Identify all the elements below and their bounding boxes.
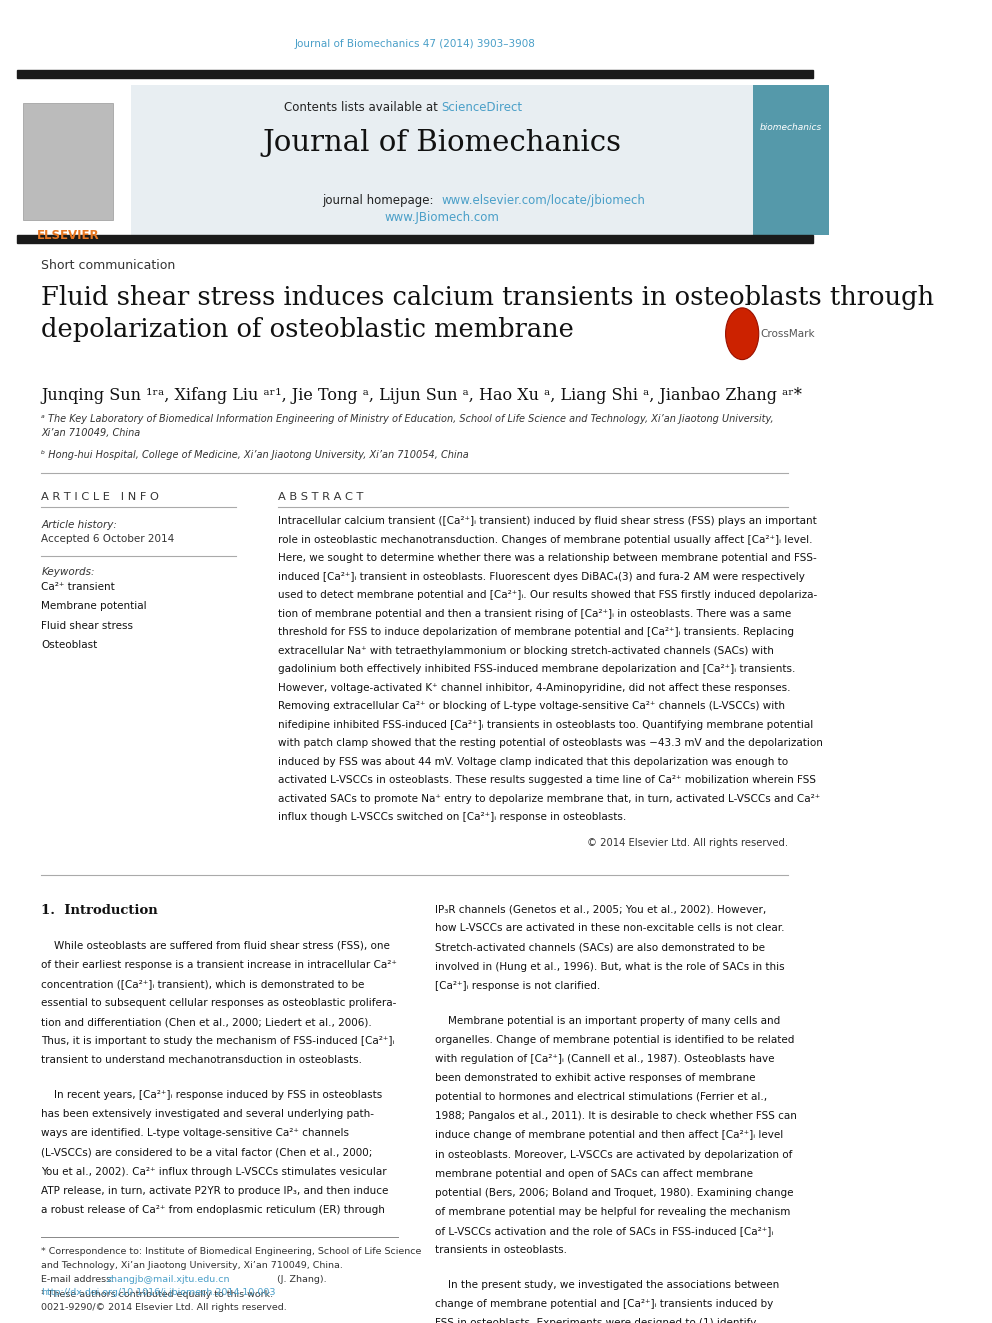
Text: E-mail address:: E-mail address:: [42, 1275, 118, 1285]
Text: has been extensively investigated and several underlying path-: has been extensively investigated and se…: [42, 1109, 374, 1119]
Text: http://dx.doi.org/10.1016/j.jbiomech.2014.10.003: http://dx.doi.org/10.1016/j.jbiomech.201…: [42, 1287, 276, 1297]
Text: with patch clamp showed that the resting potential of osteoblasts was −43.3 mV a: with patch clamp showed that the resting…: [278, 738, 822, 747]
Text: Ca²⁺ transient: Ca²⁺ transient: [42, 582, 115, 593]
Text: potential to hormones and electrical stimulations (Ferrier et al.,: potential to hormones and electrical sti…: [435, 1093, 768, 1102]
Text: of their earliest response is a transient increase in intracellular Ca²⁺: of their earliest response is a transien…: [42, 959, 398, 970]
Text: www.JBiomech.com: www.JBiomech.com: [385, 210, 499, 224]
Text: organelles. Change of membrane potential is identified to be related: organelles. Change of membrane potential…: [435, 1035, 795, 1045]
Text: Membrane potential: Membrane potential: [42, 602, 147, 611]
Text: A B S T R A C T: A B S T R A C T: [278, 492, 363, 501]
Text: A R T I C L E   I N F O: A R T I C L E I N F O: [42, 492, 160, 501]
Text: Article history:: Article history:: [42, 520, 117, 531]
Text: change of membrane potential and [Ca²⁺]ᵢ transients induced by: change of membrane potential and [Ca²⁺]ᵢ…: [435, 1299, 774, 1308]
Bar: [17, 70, 812, 78]
Text: Keywords:: Keywords:: [42, 566, 95, 577]
Text: While osteoblasts are suffered from fluid shear stress (FSS), one: While osteoblasts are suffered from flui…: [42, 941, 390, 950]
Text: essential to subsequent cellular responses as osteoblastic prolifera-: essential to subsequent cellular respons…: [42, 998, 397, 1008]
Text: biomechanics: biomechanics: [760, 123, 822, 132]
Text: tion of membrane potential and then a transient rising of [Ca²⁺]ᵢ in osteoblasts: tion of membrane potential and then a tr…: [278, 609, 791, 619]
Text: [Ca²⁺]ᵢ response is not clarified.: [Ca²⁺]ᵢ response is not clarified.: [435, 980, 600, 991]
Text: Fluid shear stress: Fluid shear stress: [42, 620, 134, 631]
Text: potential (Bers, 2006; Boland and Troquet, 1980). Examining change: potential (Bers, 2006; Boland and Troque…: [435, 1188, 794, 1197]
Text: induced by FSS was about 44 mV. Voltage clamp indicated that this depolarization: induced by FSS was about 44 mV. Voltage …: [278, 757, 788, 766]
Text: and Technology, Xi’an Jiaotong University, Xi’an 710049, China.: and Technology, Xi’an Jiaotong Universit…: [42, 1261, 343, 1270]
Text: role in osteoblastic mechanotransduction. Changes of membrane potential usually : role in osteoblastic mechanotransduction…: [278, 534, 812, 545]
Text: Journal of Biomechanics 47 (2014) 3903–3908: Journal of Biomechanics 47 (2014) 3903–3…: [295, 38, 535, 49]
Text: extracellular Na⁺ with tetraethylammonium or blocking stretch-activated channels: extracellular Na⁺ with tetraethylammoniu…: [278, 646, 774, 656]
Text: (L-VSCCs) are considered to be a vital factor (Chen et al., 2000;: (L-VSCCs) are considered to be a vital f…: [42, 1147, 373, 1158]
Text: ᵃ The Key Laboratory of Biomedical Information Engineering of Ministry of Educat: ᵃ The Key Laboratory of Biomedical Infor…: [42, 414, 774, 438]
Text: influx though L-VSCCs switched on [Ca²⁺]ᵢ response in osteoblasts.: influx though L-VSCCs switched on [Ca²⁺]…: [278, 812, 626, 822]
Text: been demonstrated to exhibit active responses of membrane: been demonstrated to exhibit active resp…: [435, 1073, 756, 1084]
Text: used to detect membrane potential and [Ca²⁺]ᵢ. Our results showed that FSS first: used to detect membrane potential and [C…: [278, 590, 817, 601]
Text: ¹ These authors contributed equally to this work.: ¹ These authors contributed equally to t…: [42, 1290, 274, 1299]
Text: Journal of Biomechanics: Journal of Biomechanics: [263, 130, 621, 157]
Text: Stretch-activated channels (SACs) are also demonstrated to be: Stretch-activated channels (SACs) are al…: [435, 942, 766, 953]
Text: activated SACs to promote Na⁺ entry to depolarize membrane that, in turn, activa: activated SACs to promote Na⁺ entry to d…: [278, 794, 820, 803]
Text: CrossMark: CrossMark: [761, 328, 815, 339]
Text: how L-VSCCs are activated in these non-excitable cells is not clear.: how L-VSCCs are activated in these non-e…: [435, 923, 785, 934]
Text: ATP release, in turn, activate P2YR to produce IP₃, and then induce: ATP release, in turn, activate P2YR to p…: [42, 1185, 389, 1196]
Text: In recent years, [Ca²⁺]ᵢ response induced by FSS in osteoblasts: In recent years, [Ca²⁺]ᵢ response induce…: [42, 1090, 383, 1099]
Text: (J. Zhang).: (J. Zhang).: [274, 1275, 326, 1285]
Text: zhangjb@mail.xjtu.edu.cn: zhangjb@mail.xjtu.edu.cn: [106, 1275, 229, 1285]
Text: Contents lists available at: Contents lists available at: [284, 101, 441, 114]
Text: induced [Ca²⁺]ᵢ transient in osteoblasts. Fluorescent dyes DiBAC₄(3) and fura-2 : induced [Ca²⁺]ᵢ transient in osteoblasts…: [278, 572, 805, 582]
Text: 1988; Pangalos et al., 2011). It is desirable to check whether FSS can: 1988; Pangalos et al., 2011). It is desi…: [435, 1111, 798, 1122]
Bar: [23, 103, 113, 220]
Text: ᵇ Hong-hui Hospital, College of Medicine, Xi’an Jiaotong University, Xi’an 71005: ᵇ Hong-hui Hospital, College of Medicine…: [42, 450, 469, 460]
Text: Junqing Sun ¹ʳᵃ, Xifang Liu ᵃʳ¹, Jie Tong ᵃ, Lijun Sun ᵃ, Hao Xu ᵃ, Liang Shi ᵃ,: Junqing Sun ¹ʳᵃ, Xifang Liu ᵃʳ¹, Jie Ton…: [42, 386, 803, 404]
Text: 0021-9290/© 2014 Elsevier Ltd. All rights reserved.: 0021-9290/© 2014 Elsevier Ltd. All right…: [42, 1303, 288, 1311]
Text: induce change of membrane potential and then affect [Ca²⁺]ᵢ level: induce change of membrane potential and …: [435, 1130, 784, 1140]
Text: Membrane potential is an important property of many cells and: Membrane potential is an important prope…: [435, 1016, 781, 1025]
Bar: [131, 86, 753, 235]
Text: transients in osteoblasts.: transients in osteoblasts.: [435, 1245, 567, 1256]
Text: of L-VSCCs activation and the role of SACs in FSS-induced [Ca²⁺]ᵢ: of L-VSCCs activation and the role of SA…: [435, 1226, 774, 1236]
Text: However, voltage-activated K⁺ channel inhibitor, 4-Aminopyridine, did not affect: However, voltage-activated K⁺ channel in…: [278, 683, 791, 693]
Bar: [17, 86, 131, 235]
Text: IP₃R channels (Genetos et al., 2005; You et al., 2002). However,: IP₃R channels (Genetos et al., 2005; You…: [435, 905, 767, 914]
Text: Removing extracellular Ca²⁺ or blocking of L-type voltage-sensitive Ca²⁺ channel: Removing extracellular Ca²⁺ or blocking …: [278, 701, 785, 710]
Text: threshold for FSS to induce depolarization of membrane potential and [Ca²⁺]ᵢ tra: threshold for FSS to induce depolarizati…: [278, 627, 794, 638]
Text: membrane potential and open of SACs can affect membrane: membrane potential and open of SACs can …: [435, 1168, 753, 1179]
Text: activated L-VSCCs in osteoblasts. These results suggested a time line of Ca²⁺ mo: activated L-VSCCs in osteoblasts. These …: [278, 775, 815, 785]
Text: gadolinium both effectively inhibited FSS-induced membrane depolarization and [C: gadolinium both effectively inhibited FS…: [278, 664, 796, 675]
Text: Osteoblast: Osteoblast: [42, 640, 97, 651]
Text: You et al., 2002). Ca²⁺ influx through L-VSCCs stimulates vesicular: You et al., 2002). Ca²⁺ influx through L…: [42, 1167, 387, 1176]
Circle shape: [725, 308, 759, 360]
Text: Short communication: Short communication: [42, 259, 176, 271]
Text: Here, we sought to determine whether there was a relationship between membrane p: Here, we sought to determine whether the…: [278, 553, 816, 564]
Text: ScienceDirect: ScienceDirect: [441, 101, 522, 114]
Text: transient to understand mechanotransduction in osteoblasts.: transient to understand mechanotransduct…: [42, 1056, 362, 1065]
Text: in osteoblasts. Moreover, L-VSCCs are activated by depolarization of: in osteoblasts. Moreover, L-VSCCs are ac…: [435, 1150, 793, 1159]
Text: Fluid shear stress induces calcium transients in osteoblasts through
depolarizat: Fluid shear stress induces calcium trans…: [42, 284, 934, 341]
Text: involved in (Hung et al., 1996). But, what is the role of SACs in this: involved in (Hung et al., 1996). But, wh…: [435, 962, 785, 972]
Bar: [753, 86, 829, 235]
Text: ways are identified. L-type voltage-sensitive Ca²⁺ channels: ways are identified. L-type voltage-sens…: [42, 1129, 349, 1138]
Text: of membrane potential may be helpful for revealing the mechanism: of membrane potential may be helpful for…: [435, 1207, 791, 1217]
Text: nifedipine inhibited FSS-induced [Ca²⁺]ᵢ transients in osteoblasts too. Quantify: nifedipine inhibited FSS-induced [Ca²⁺]ᵢ…: [278, 720, 813, 729]
Text: Thus, it is important to study the mechanism of FSS-induced [Ca²⁺]ᵢ: Thus, it is important to study the mecha…: [42, 1036, 395, 1046]
Text: 1.  Introduction: 1. Introduction: [42, 905, 158, 917]
Text: Intracellular calcium transient ([Ca²⁺]ᵢ transient) induced by fluid shear stres: Intracellular calcium transient ([Ca²⁺]ᵢ…: [278, 516, 816, 527]
Text: Accepted 6 October 2014: Accepted 6 October 2014: [42, 534, 175, 544]
Text: www.elsevier.com/locate/jbiomech: www.elsevier.com/locate/jbiomech: [441, 194, 645, 206]
Text: © 2014 Elsevier Ltd. All rights reserved.: © 2014 Elsevier Ltd. All rights reserved…: [586, 839, 788, 848]
Text: In the present study, we investigated the associations between: In the present study, we investigated th…: [435, 1279, 780, 1290]
Text: journal homepage:: journal homepage:: [322, 194, 441, 206]
Text: with regulation of [Ca²⁺]ᵢ (Cannell et al., 1987). Osteoblasts have: with regulation of [Ca²⁺]ᵢ (Cannell et a…: [435, 1054, 775, 1064]
Text: concentration ([Ca²⁺]ᵢ transient), which is demonstrated to be: concentration ([Ca²⁺]ᵢ transient), which…: [42, 979, 365, 988]
Text: tion and differentiation (Chen et al., 2000; Liedert et al., 2006).: tion and differentiation (Chen et al., 2…: [42, 1017, 372, 1027]
Text: ELSEVIER: ELSEVIER: [37, 229, 99, 242]
Bar: [17, 235, 812, 243]
Text: FSS in osteoblasts. Experiments were designed to (1) identify: FSS in osteoblasts. Experiments were des…: [435, 1318, 757, 1323]
Text: * Correspondence to: Institute of Biomedical Engineering, School of Life Science: * Correspondence to: Institute of Biomed…: [42, 1248, 422, 1256]
Text: a robust release of Ca²⁺ from endoplasmic reticulum (ER) through: a robust release of Ca²⁺ from endoplasmi…: [42, 1205, 385, 1215]
